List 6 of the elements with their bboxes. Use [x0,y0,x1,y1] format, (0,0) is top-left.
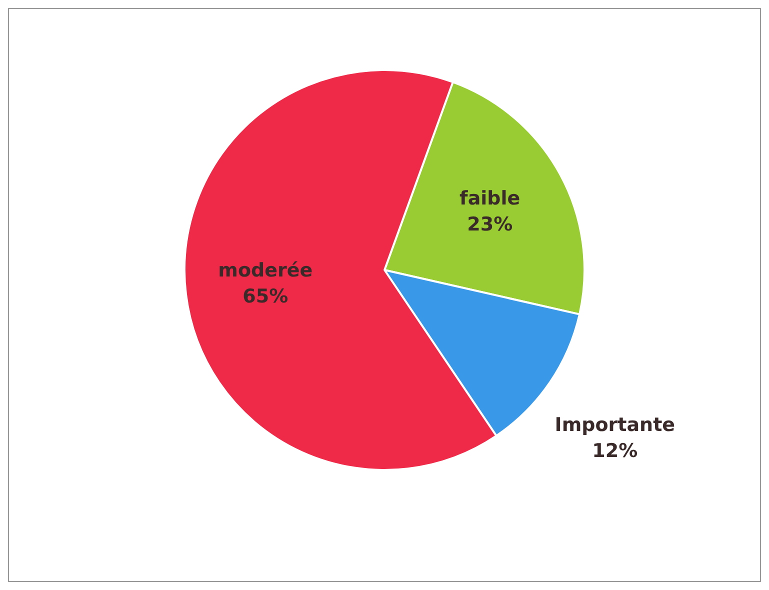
data-label: 23% [467,213,513,236]
data-label: 65% [242,286,288,308]
slice-label: Importante [554,414,676,436]
slice-label: moderée [218,260,313,282]
data-label: 12% [592,440,638,462]
slice-label: faible [460,187,520,210]
